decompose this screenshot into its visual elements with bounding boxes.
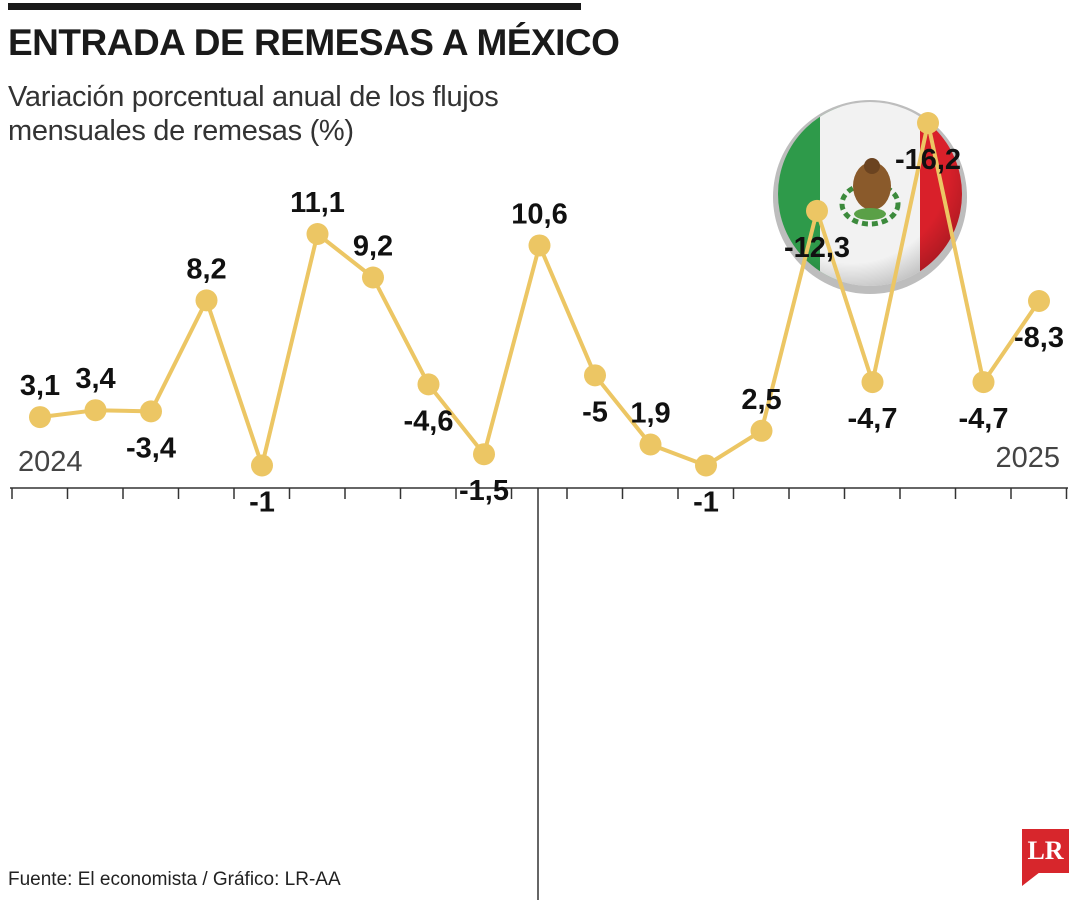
source-note: Fuente: El economista / Gráfico: LR-AA — [8, 869, 341, 890]
year-label-2025: 2025 — [995, 442, 1060, 474]
axis-ticks — [11, 488, 1068, 499]
data-point — [473, 443, 495, 466]
data-label: -16,2 — [895, 144, 961, 176]
data-label: -4,7 — [959, 403, 1009, 435]
data-point — [695, 454, 717, 477]
data-point — [140, 400, 162, 423]
lr-logo-tail — [1022, 872, 1040, 886]
year-label-2024: 2024 — [18, 446, 83, 478]
data-label: 3,4 — [75, 363, 115, 395]
data-point — [417, 373, 440, 396]
data-label: 9,2 — [353, 230, 393, 262]
data-label: -4,6 — [404, 405, 454, 437]
data-label: -3,4 — [126, 432, 176, 464]
data-point — [29, 406, 51, 429]
data-point — [584, 364, 606, 387]
data-point — [195, 289, 218, 312]
data-label: -8,3 — [1014, 322, 1064, 354]
lr-logo: LR — [1022, 829, 1069, 873]
title-bar-decoration — [8, 3, 581, 10]
data-point — [861, 371, 884, 394]
data-point — [750, 419, 773, 442]
chart-subtitle: Variación porcentual anual de los flujos… — [8, 81, 499, 147]
data-point — [251, 454, 273, 477]
data-label: 3,1 — [20, 370, 60, 402]
data-point — [806, 199, 828, 222]
data-label: -1 — [249, 486, 275, 518]
data-label: 8,2 — [186, 253, 226, 285]
data-point — [1028, 289, 1050, 312]
data-point — [639, 433, 662, 456]
data-point — [362, 266, 384, 289]
data-label: 2,5 — [741, 384, 781, 416]
data-point — [528, 234, 551, 257]
chart-title: ENTRADA DE REMESAS A MÉXICO — [8, 22, 620, 63]
data-point — [917, 112, 939, 134]
data-labels: 3,1 3,4 -3,4 8,2 -1 11,19,2 -4,6 -1,5 10,6 -5 1,9 -… — [20, 144, 1064, 518]
data-label: 11,1 — [290, 187, 345, 219]
data-point — [306, 223, 329, 245]
data-label: -4,7 — [848, 403, 898, 435]
data-points — [29, 112, 1050, 477]
data-label: -12,3 — [784, 232, 850, 264]
data-point — [84, 399, 107, 422]
data-point — [972, 371, 995, 394]
data-label: -1,5 — [459, 475, 509, 507]
data-label: 1,9 — [630, 398, 670, 430]
data-label: -5 — [582, 396, 608, 428]
data-label: -1 — [693, 486, 719, 518]
data-label: 10,6 — [511, 198, 567, 230]
